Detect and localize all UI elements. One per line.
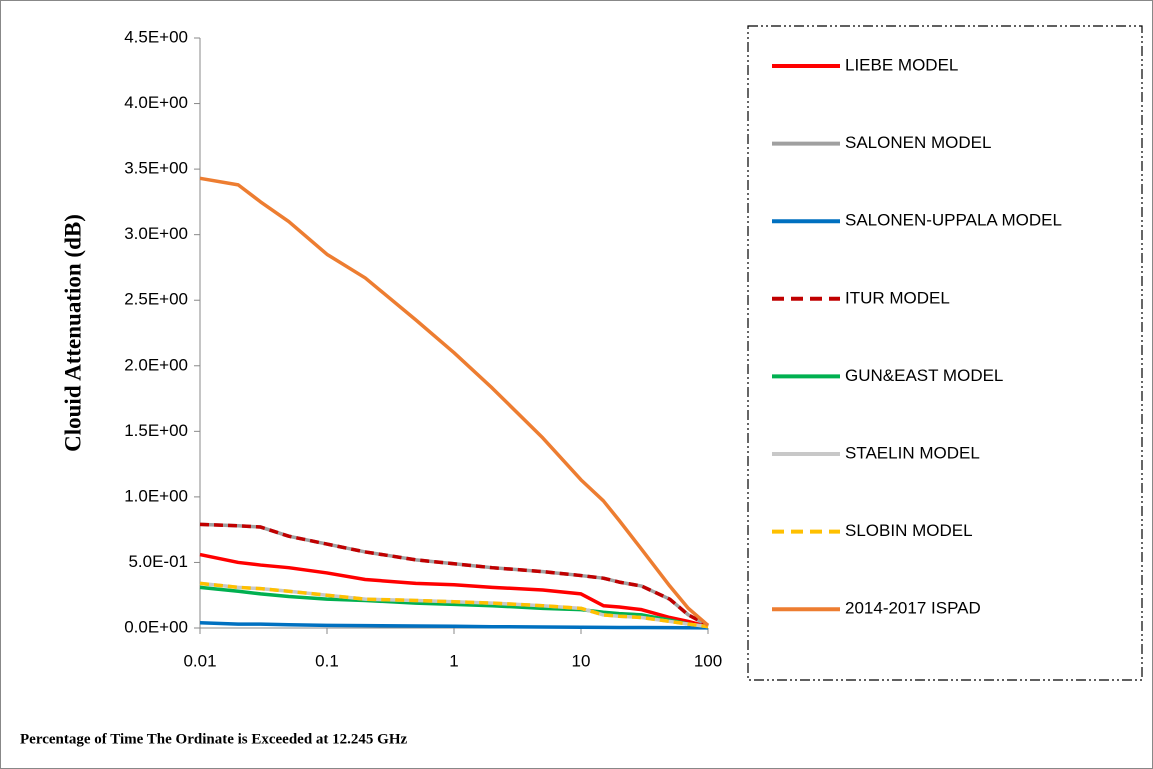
series-line — [199, 581, 709, 629]
series-line — [199, 585, 709, 629]
y-tick-label: 2.0E+00 — [124, 355, 188, 374]
legend-label: LIEBE MODEL — [845, 55, 958, 74]
y-tick-label: 1.5E+00 — [124, 421, 188, 440]
legend-label: SALONEN MODEL — [845, 133, 991, 152]
series-line — [199, 176, 710, 627]
y-tick-label: 3.0E+00 — [124, 224, 188, 243]
y-tick-label: 1.0E+00 — [124, 486, 188, 505]
legend-label: SLOBIN MODEL — [845, 521, 973, 540]
y-tick-label: 3.5E+00 — [124, 159, 188, 178]
y-tick-label: 5.0E-01 — [128, 552, 188, 571]
x-tick-label: 0.1 — [315, 651, 339, 670]
legend-box — [747, 25, 1143, 681]
legend-label: STAELIN MODEL — [845, 443, 980, 462]
legend-label: 2014-2017 ISPAD — [845, 599, 981, 618]
series-line — [199, 522, 709, 627]
x-tick-label: 10 — [572, 651, 591, 670]
x-tick-label: 0.01 — [183, 651, 216, 670]
legend-label: ITUR MODEL — [845, 288, 950, 307]
y-tick-label: 0.0E+00 — [124, 617, 188, 636]
y-axis-label: Clouid Attenuation (dB) — [60, 214, 85, 452]
y-tick-label: 4.0E+00 — [124, 93, 188, 112]
x-axis-label: Percentage of Time The Ordinate is Excee… — [20, 731, 408, 747]
x-tick-label: 1 — [449, 651, 458, 670]
legend-label: GUN&EAST MODEL — [845, 366, 1003, 385]
y-tick-label: 4.5E+00 — [124, 27, 188, 46]
legend-label: SALONEN-UPPALA MODEL — [845, 211, 1062, 230]
x-tick-label: 100 — [694, 651, 722, 670]
series-line — [199, 621, 709, 630]
series-line — [199, 552, 709, 629]
y-tick-label: 2.5E+00 — [124, 290, 188, 309]
